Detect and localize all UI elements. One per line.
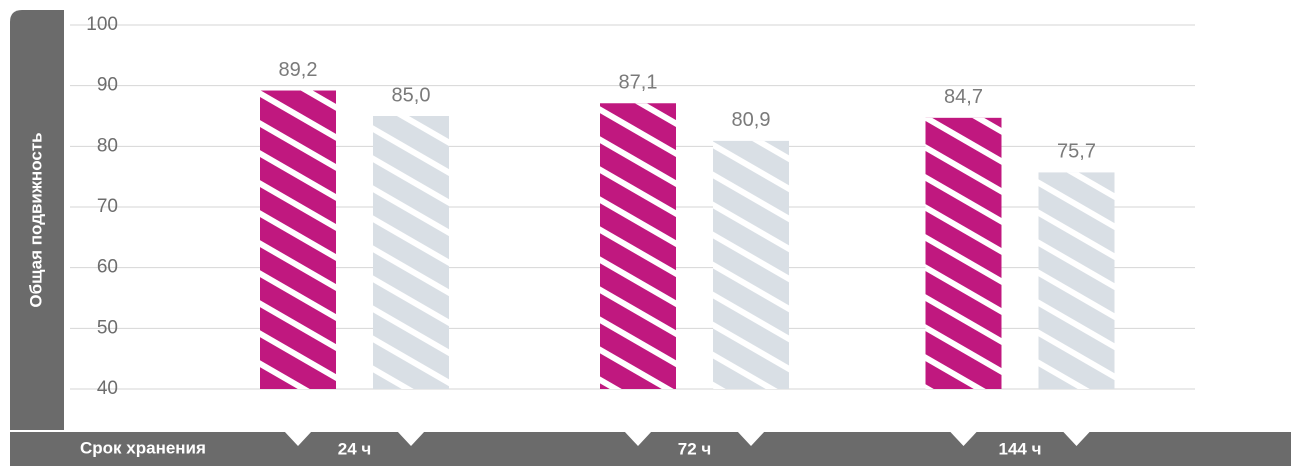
y-axis-band: [10, 10, 64, 430]
axis-notch: [949, 431, 978, 446]
y-axis-label: Общая подвижность: [26, 132, 45, 307]
bar-hatch: [1038, 172, 1115, 389]
bar-hatch: [600, 103, 676, 389]
value-label: 85,0: [392, 84, 431, 106]
axis-notch: [397, 431, 425, 446]
x-tick-label: 24 ч: [338, 439, 372, 458]
bar-hatch: [925, 117, 1002, 389]
y-tick-label: 50: [97, 317, 118, 338]
bar-hatch: [260, 90, 336, 390]
value-label: 89,2: [279, 59, 318, 81]
y-tick-label: 80: [97, 135, 118, 156]
axis-notch: [1062, 431, 1091, 446]
y-tick-label: 100: [86, 14, 118, 35]
value-label: 75,7: [1057, 141, 1096, 163]
x-tick-label: 72 ч: [678, 439, 712, 458]
bar-hatch: [373, 116, 449, 389]
value-label: 80,9: [732, 109, 771, 131]
y-tick-label: 70: [97, 196, 118, 217]
y-tick-label: 60: [97, 257, 118, 278]
y-tick-label: 40: [97, 378, 118, 399]
axis-notch: [284, 431, 312, 446]
value-label: 87,1: [619, 72, 658, 94]
bar-hatch: [713, 140, 789, 389]
axis-notch: [737, 431, 765, 446]
x-axis-label: Срок хранения: [80, 438, 206, 457]
y-tick-label: 90: [97, 75, 118, 96]
value-label: 84,7: [944, 86, 983, 108]
axis-notch: [624, 431, 652, 446]
x-tick-label: 144 ч: [999, 439, 1042, 458]
